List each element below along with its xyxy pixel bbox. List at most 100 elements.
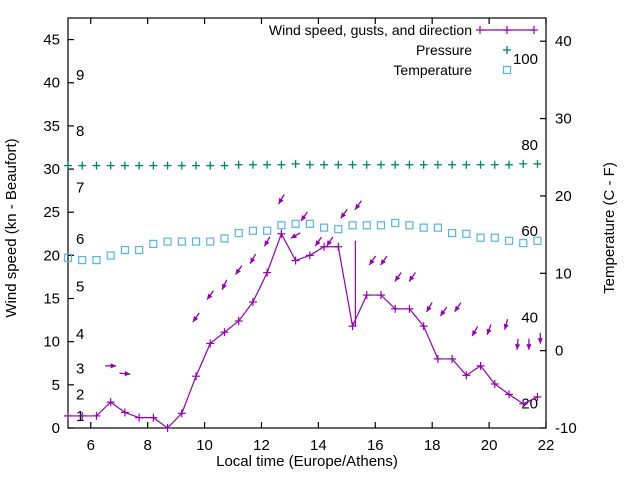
wind-direction-arrow (314, 236, 323, 247)
legend-item: Temperature (393, 62, 512, 78)
wind-direction-arrow (105, 363, 117, 369)
wind-direction-arrow (439, 306, 448, 317)
temperature-point (220, 234, 229, 243)
wind-direction-arrow (235, 265, 243, 275)
pressure-point (476, 160, 485, 169)
y-axis-left-label: Wind speed (kn - Beaufort) (3, 138, 20, 317)
x-tick-label: 12 (253, 437, 270, 454)
wind-speed-point (149, 413, 158, 422)
wind-speed-line (68, 232, 538, 429)
wind-direction-arrow (426, 302, 433, 313)
pressure-point (163, 161, 172, 170)
legend-label: Pressure (416, 42, 472, 58)
pressure-point (391, 160, 400, 169)
pressure-point (234, 160, 243, 169)
wind-speed-series (64, 229, 542, 432)
pressure-point (192, 161, 201, 170)
temperature-point (319, 223, 329, 232)
y-right-tick-label: 0 (555, 343, 563, 360)
pressure-point (448, 160, 457, 169)
pressure-point (92, 161, 101, 170)
wind-speed-point (320, 242, 329, 251)
temperature-point (334, 225, 343, 234)
pressure-point (505, 160, 514, 169)
wind-speed-point (305, 251, 314, 260)
temperature-point (448, 228, 457, 238)
x-tick-label: 20 (481, 437, 498, 454)
y-axis-left-ticks: 0 5 10 15 20 25 30 35 40 45 (43, 32, 74, 437)
temperature-point (135, 245, 144, 255)
beaufort-label: 7 (76, 179, 84, 196)
legend-label: Temperature (393, 62, 472, 78)
wind-direction-arrow (206, 290, 214, 300)
beaufort-label: 6 (76, 231, 84, 248)
wind-direction-arrow (290, 232, 301, 239)
y-right-tick-label: 40 (555, 33, 572, 50)
temperature-point (348, 221, 357, 230)
wind-direction-arrow (326, 236, 334, 247)
temperature-point (248, 226, 258, 235)
x-tick-label: 8 (143, 437, 151, 454)
temperature-point (519, 239, 528, 248)
wind-speed-point (106, 398, 115, 407)
temperature-point (63, 253, 73, 262)
y-axis-right-ticks: -10 0 10 20 30 40 (540, 33, 577, 437)
y-left-tick-label: 5 (52, 377, 60, 394)
y-left-tick-label: 15 (43, 291, 60, 308)
pressure-point (419, 160, 428, 169)
temperature-point (277, 221, 286, 230)
wind-speed-point (433, 354, 442, 363)
fahrenheit-label: 20 (521, 395, 538, 412)
fahrenheit-label: 40 (521, 310, 538, 327)
wind-direction-arrow (454, 302, 462, 313)
wind-direction-arrow (340, 209, 348, 219)
wind-speed-point (419, 322, 428, 331)
wind-speed-point (376, 291, 385, 300)
pressure-point (433, 160, 442, 169)
wind-speed-point (78, 411, 87, 420)
wind-speed-point (92, 411, 101, 420)
pressure-point (106, 161, 115, 170)
y-left-tick-label: 10 (43, 334, 60, 351)
temperature-point (362, 221, 371, 230)
wind-speed-point (220, 328, 229, 337)
pressure-point (78, 161, 87, 170)
wind-direction-arrow (471, 326, 479, 337)
wind-speed-point (334, 242, 343, 251)
pressure-point (64, 161, 72, 170)
temperature-point (177, 237, 186, 246)
pressure-point (177, 161, 186, 170)
temperature-point (106, 251, 115, 260)
wind-speed-point (476, 361, 485, 370)
temperature-point (234, 228, 243, 238)
pressure-series (64, 159, 542, 170)
pressure-point (291, 159, 300, 168)
y-left-tick-label: 20 (43, 247, 60, 264)
pressure-point (462, 160, 471, 169)
y-right-tick-label: 30 (555, 111, 572, 128)
wind-speed-point (448, 354, 457, 363)
pressure-point (206, 161, 215, 170)
temperature-point (92, 256, 101, 265)
beaufort-scale-labels: 1 2 3 4 5 6 7 8 9 (76, 67, 84, 425)
temperature-point (291, 219, 300, 228)
temperature-point (462, 229, 471, 238)
wind-direction-arrows (105, 194, 543, 377)
wind-direction-arrow (503, 318, 509, 330)
wind-speed-point (519, 399, 528, 408)
fahrenheit-scale-labels: 20 40 60 80 100 (513, 51, 538, 412)
pressure-point (120, 161, 129, 170)
pressure-point (263, 160, 272, 169)
pressure-point (277, 160, 286, 169)
chart-legend: Wind speed, gusts, and direction Pressure… (269, 22, 538, 78)
pressure-point (334, 160, 343, 169)
y-axis-right-label: Temperature (C - F) (601, 162, 618, 294)
x-axis-label: Local time (Europe/Athens) (216, 453, 398, 470)
fahrenheit-label: 80 (521, 137, 538, 154)
y-right-tick-label: 10 (555, 265, 572, 282)
x-tick-label: 10 (196, 437, 213, 454)
y-left-tick-label: 45 (43, 32, 60, 49)
temperature-point (490, 233, 499, 242)
wind-direction-arrow (263, 236, 271, 247)
temperature-point (391, 218, 400, 228)
